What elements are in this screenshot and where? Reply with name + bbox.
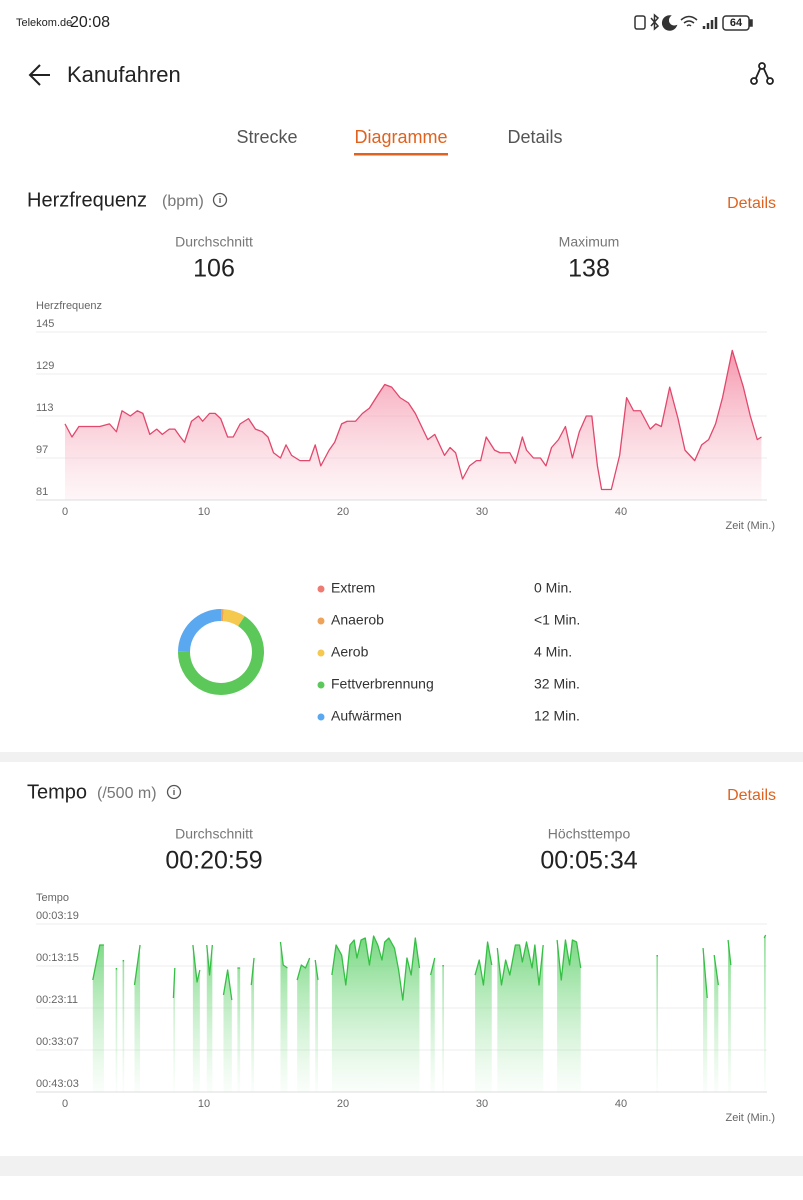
y-axis-label: Herzfrequenz xyxy=(36,300,102,312)
y-axis-label: Tempo xyxy=(36,892,69,904)
stat-value: 106 xyxy=(193,255,235,283)
legend-dot xyxy=(317,681,325,689)
x-tick-label: 20 xyxy=(337,506,349,518)
legend-name: Anaerob xyxy=(331,612,384,628)
details-link[interactable]: Details xyxy=(727,195,776,212)
legend-dot xyxy=(317,617,325,625)
area xyxy=(65,350,762,500)
legend-value: 4 Min. xyxy=(534,644,572,660)
legend-dot xyxy=(317,649,325,657)
x-tick-label: 0 xyxy=(62,506,68,518)
section-title: Herzfrequenz xyxy=(27,189,147,211)
x-tick-label: 10 xyxy=(198,1098,210,1110)
stat-label: Maximum xyxy=(559,234,620,250)
tab-indicator xyxy=(354,153,448,156)
legend-dot xyxy=(317,713,325,721)
line xyxy=(92,934,767,1001)
details-link[interactable]: Details xyxy=(727,787,776,804)
stat-value: 138 xyxy=(568,255,610,283)
route-button[interactable] xyxy=(750,62,774,85)
y-tick-label: 81 xyxy=(36,486,48,498)
y-tick-label: 129 xyxy=(36,360,54,372)
stat-label: Durchschnitt xyxy=(175,234,253,250)
y-tick-label: 00:23:11 xyxy=(36,994,78,1006)
donut-segment xyxy=(178,616,264,695)
y-tick-label: 00:33:07 xyxy=(36,1036,79,1048)
x-tick-label: 30 xyxy=(476,506,488,518)
unit: (/500 m) xyxy=(97,785,157,802)
section-divider xyxy=(0,752,803,762)
tab[interactable]: Diagramme xyxy=(354,127,447,147)
x-axis-label: Zeit (Min.) xyxy=(726,520,776,532)
legend-value: <1 Min. xyxy=(534,612,580,628)
stat-label: Durchschnitt xyxy=(175,826,253,842)
donut-segment xyxy=(222,609,245,627)
tab[interactable]: Details xyxy=(507,127,562,147)
legend-value: 12 Min. xyxy=(534,708,580,724)
x-tick-label: 20 xyxy=(337,1098,349,1110)
carrier: Telekom.de xyxy=(16,17,72,29)
x-tick-label: 10 xyxy=(198,506,210,518)
page-title: Kanufahren xyxy=(67,62,181,87)
line xyxy=(64,349,762,491)
stat-value: 00:20:59 xyxy=(165,847,262,875)
battery-level: 64 xyxy=(730,17,743,29)
tab[interactable]: Strecke xyxy=(236,127,297,147)
section-title: Tempo xyxy=(27,781,87,803)
unit: (bpm) xyxy=(162,193,204,210)
legend-value: 0 Min. xyxy=(534,580,572,596)
legend-name: Extrem xyxy=(331,580,375,596)
y-tick-label: 00:13:15 xyxy=(36,952,79,964)
clock: 20:08 xyxy=(70,14,110,31)
legend-name: Aufwärmen xyxy=(331,708,402,724)
status-icons xyxy=(634,13,753,31)
y-tick-label: 00:03:19 xyxy=(36,910,79,922)
x-tick-label: 0 xyxy=(62,1098,68,1110)
x-axis-label: Zeit (Min.) xyxy=(726,1112,776,1124)
area xyxy=(92,934,766,1092)
legend-value: 32 Min. xyxy=(534,676,580,692)
back-button[interactable] xyxy=(28,64,50,86)
legend-dot xyxy=(317,585,325,593)
legend-name: Aerob xyxy=(331,644,369,660)
y-tick-label: 145 xyxy=(36,318,54,330)
info-icon[interactable] xyxy=(212,192,228,208)
section-divider xyxy=(0,1156,803,1176)
x-tick-label: 30 xyxy=(476,1098,488,1110)
stat-label: Höchsttempo xyxy=(548,826,631,842)
x-tick-label: 40 xyxy=(615,506,627,518)
legend-name: Fettverbrennung xyxy=(331,676,434,692)
stat-value: 00:05:34 xyxy=(540,847,637,875)
info-icon[interactable] xyxy=(166,784,182,800)
donut-segment xyxy=(178,609,222,652)
x-tick-label: 40 xyxy=(615,1098,627,1110)
y-tick-label: 00:43:03 xyxy=(36,1078,79,1090)
y-tick-label: 97 xyxy=(36,444,48,456)
y-tick-label: 113 xyxy=(36,402,54,414)
